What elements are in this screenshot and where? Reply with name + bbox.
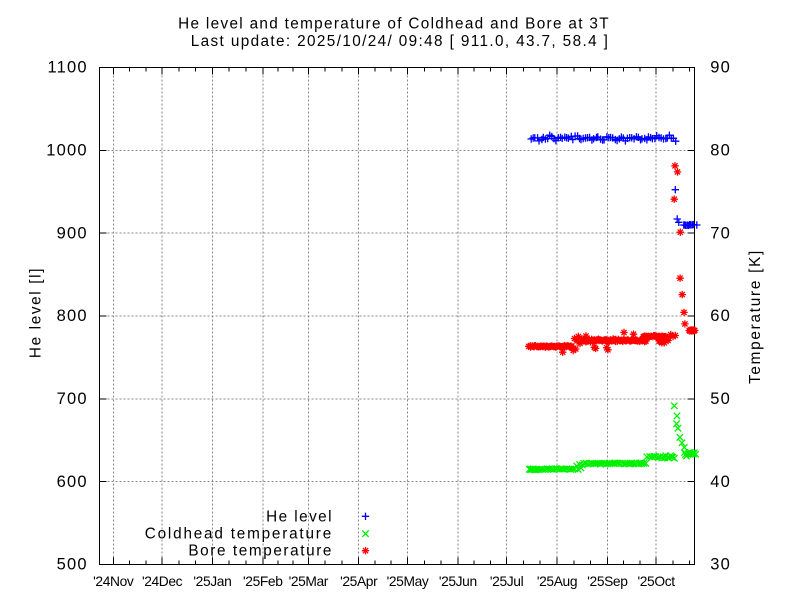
svg-text:90: 90: [710, 59, 731, 77]
svg-text:'25Oct: '25Oct: [638, 574, 676, 589]
svg-text:'25Apr: '25Apr: [340, 574, 378, 589]
svg-text:50: 50: [710, 390, 731, 408]
svg-text:900: 900: [57, 224, 88, 242]
svg-text:'25Jul: '25Jul: [490, 574, 524, 589]
svg-text:Bore temperature: Bore temperature: [188, 542, 333, 559]
svg-text:80: 80: [710, 142, 731, 160]
svg-text:'25Mar: '25Mar: [289, 574, 329, 589]
svg-text:40: 40: [710, 473, 731, 491]
svg-text:'25Jan: '25Jan: [193, 574, 231, 589]
svg-text:'25Feb: '25Feb: [243, 574, 283, 589]
svg-text:'25Sep: '25Sep: [587, 574, 628, 589]
svg-text:700: 700: [57, 390, 88, 408]
svg-text:'25May: '25May: [387, 574, 429, 589]
svg-text:60: 60: [710, 307, 731, 325]
svg-text:'25Jun: '25Jun: [439, 574, 477, 589]
svg-text:Last update: 2025/10/24/ 09:48: Last update: 2025/10/24/ 09:48 [ 911.0, …: [191, 33, 610, 50]
svg-text:70: 70: [710, 224, 731, 242]
svg-text:'24Nov: '24Nov: [93, 574, 134, 589]
svg-text:800: 800: [57, 307, 88, 325]
svg-text:600: 600: [57, 473, 88, 491]
svg-text:Temperature [K]: Temperature [K]: [747, 249, 764, 384]
svg-text:He level: He level: [266, 508, 333, 525]
svg-text:30: 30: [710, 556, 731, 574]
svg-text:He level [l]: He level [l]: [28, 267, 45, 358]
svg-text:500: 500: [57, 556, 88, 574]
svg-text:'25Aug: '25Aug: [537, 574, 577, 589]
svg-text:1000: 1000: [46, 142, 88, 160]
svg-text:'24Dec: '24Dec: [142, 574, 183, 589]
svg-text:He level and temperature of Co: He level and temperature of Coldhead and…: [178, 16, 610, 33]
svg-text:Coldhead temperature: Coldhead temperature: [145, 525, 333, 542]
svg-text:1100: 1100: [48, 59, 88, 77]
